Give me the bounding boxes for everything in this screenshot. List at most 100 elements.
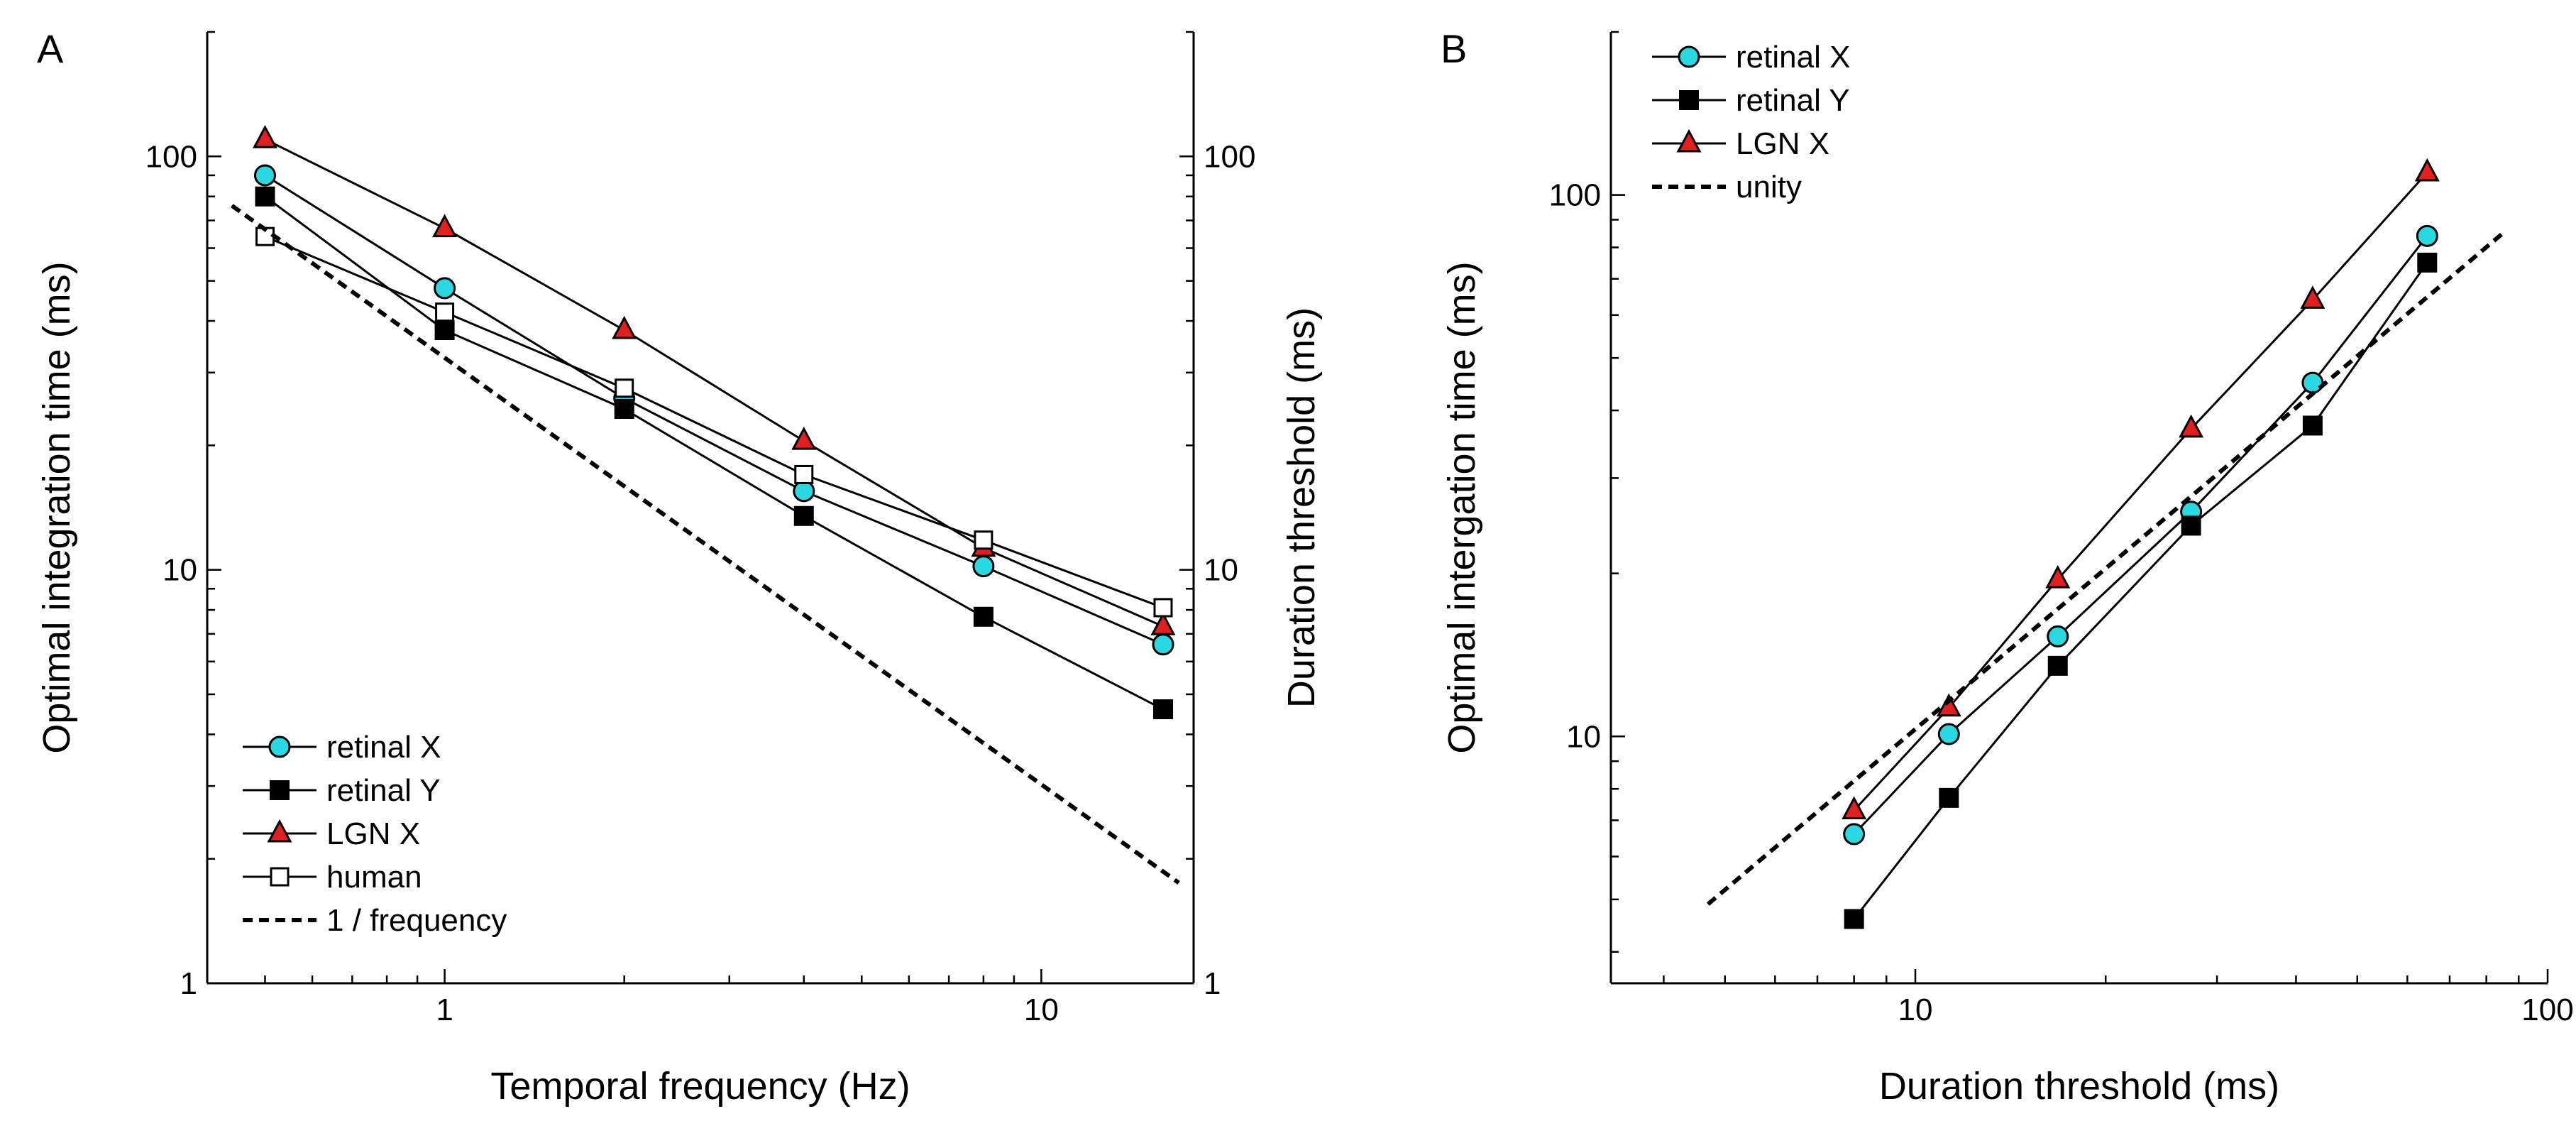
data-point-lgn-x: [1842, 796, 1867, 820]
data-point-retinal-y: [1939, 787, 1959, 808]
legend-item-retinal-x: retinal X: [243, 730, 441, 765]
data-point-retinal-y: [2417, 252, 2438, 273]
y-tick-label: 1: [180, 966, 197, 1001]
series-line-lgn-x: [264, 138, 1164, 628]
legend-label: retinal Y: [326, 773, 441, 808]
data-point-lgn-x: [2179, 414, 2204, 438]
series-lgn-x: [252, 125, 1176, 635]
series-retinal-y: [1844, 252, 2438, 929]
data-point-retinal-x: [1937, 723, 1960, 745]
data-point-lgn-x: [2300, 285, 2325, 309]
legend-label: retinal X: [1736, 40, 1850, 75]
x-tick-label: 100: [2521, 993, 2573, 1027]
data-point-human: [1153, 598, 1173, 618]
y-tick-label: 100: [145, 139, 197, 174]
legend-marker-lgn-x: [267, 819, 292, 843]
data-point-human: [974, 530, 993, 550]
data-point-retinal-y: [793, 505, 814, 526]
y2-tick-label: 1: [1204, 966, 1221, 1001]
data-point-human: [615, 378, 634, 398]
legend: retinal X retinal Y LGN X human 1 / frequenc…: [243, 730, 507, 938]
data-point-lgn-x: [1150, 612, 1176, 635]
legend-marker-retinal-y: [270, 780, 290, 800]
data-point-lgn-x: [612, 315, 637, 339]
series-line-human: [264, 235, 1164, 609]
data-point-retinal-x: [793, 480, 815, 503]
data-point-retinal-y: [614, 399, 634, 420]
legend-marker-human: [270, 867, 290, 887]
y-axis-title: Optimal integration time (ms): [35, 261, 78, 753]
series-line-retinal-y: [1853, 262, 2428, 920]
y-tick-label: 10: [1566, 719, 1601, 754]
series-human: [255, 226, 1173, 618]
data-point-retinal-y: [2181, 515, 2201, 536]
data-point-retinal-y: [1152, 699, 1173, 720]
x-axis-title: Temporal frequency (Hz): [490, 1065, 910, 1108]
series-line-1-frequency: [231, 204, 1180, 885]
data-point-retinal-x: [253, 164, 276, 187]
series-retinal-x: [1843, 224, 2438, 846]
data-point-lgn-x: [2414, 158, 2440, 182]
y-tick-label: 10: [163, 553, 197, 588]
data-point-retinal-y: [2302, 415, 2323, 436]
data-point-human: [794, 464, 814, 484]
x-tick-label: 1: [436, 993, 453, 1027]
data-point-retinal-x: [2301, 371, 2324, 394]
series-line-retinal-y: [264, 195, 1164, 711]
series-line-unity: [1706, 229, 2508, 906]
legend-item-human: human: [243, 860, 422, 895]
y-axis-title: Optimal intergation time (ms): [1441, 261, 1483, 753]
legend-marker-lgn-x: [1676, 128, 1702, 153]
data-point-retinal-x: [434, 277, 456, 300]
legend-label: human: [326, 860, 422, 895]
legend-item-retinal-x: retinal X: [1652, 40, 1850, 75]
data-point-lgn-x: [1936, 693, 1961, 717]
legend-label: LGN X: [1736, 126, 1829, 161]
x-tick-label: 10: [1898, 993, 1933, 1027]
series-retinal-y: [255, 186, 1173, 720]
legend-item-retinal-y: retinal Y: [243, 773, 441, 808]
legend-label: retinal X: [326, 730, 441, 765]
y2-axis-title: Duration threshold (ms): [1280, 307, 1323, 708]
panel-letter: B: [1441, 26, 1467, 71]
legend-item-retinal-y: retinal Y: [1652, 83, 1850, 118]
data-point-lgn-x: [252, 125, 277, 148]
data-point-retinal-y: [1844, 909, 1864, 929]
panel-a: A 1 10 1 10 100 1 10 100 Temporal frequency (Hz) O…: [35, 26, 1323, 1108]
series-line-retinal-x: [1853, 235, 2428, 835]
x-tick-label: 10: [1024, 993, 1059, 1027]
legend-marker-retinal-y: [1679, 90, 1699, 110]
data-point-retinal-y: [434, 320, 455, 341]
legend-item-lgn-x: LGN X: [1652, 126, 1829, 161]
panel-b: B 10 100 10 100 Duration threshold (ms) Optima…: [1441, 26, 2574, 1108]
legend-label: LGN X: [326, 816, 420, 851]
panel-letter: A: [37, 26, 64, 71]
data-point-retinal-x: [2047, 625, 2069, 647]
data-point-retinal-y: [255, 186, 275, 207]
data-point-retinal-x: [972, 555, 995, 578]
series-unity: [1706, 229, 2508, 906]
legend-marker-retinal-x: [1678, 45, 1700, 68]
data-point-lgn-x: [2045, 564, 2071, 589]
data-point-lgn-x: [791, 426, 817, 450]
data-point-human: [435, 302, 455, 322]
legend-label: 1 / frequency: [326, 903, 507, 938]
data-point-retinal-x: [1152, 633, 1174, 656]
data-point-retinal-x: [2416, 224, 2438, 247]
y-tick-label: 100: [1549, 178, 1601, 213]
series-1-frequency: [231, 204, 1180, 885]
legend-label: unity: [1736, 170, 1802, 204]
legend: retinal X retinal Y LGN X unity: [1652, 40, 1850, 204]
series-line-retinal-x: [264, 174, 1164, 646]
data-point-retinal-y: [2047, 655, 2068, 676]
series-line-lgn-x: [1853, 172, 2428, 811]
y2-tick-label: 10: [1204, 553, 1238, 588]
legend-marker-retinal-x: [268, 736, 291, 758]
x-axis-title: Duration threshold (ms): [1879, 1065, 2279, 1108]
data-point-retinal-y: [973, 606, 993, 627]
legend-item-lgn-x: LGN X: [243, 816, 420, 851]
legend-item-unity: unity: [1652, 170, 1802, 204]
series-retinal-x: [253, 164, 1174, 656]
series-lgn-x: [1842, 158, 2440, 820]
